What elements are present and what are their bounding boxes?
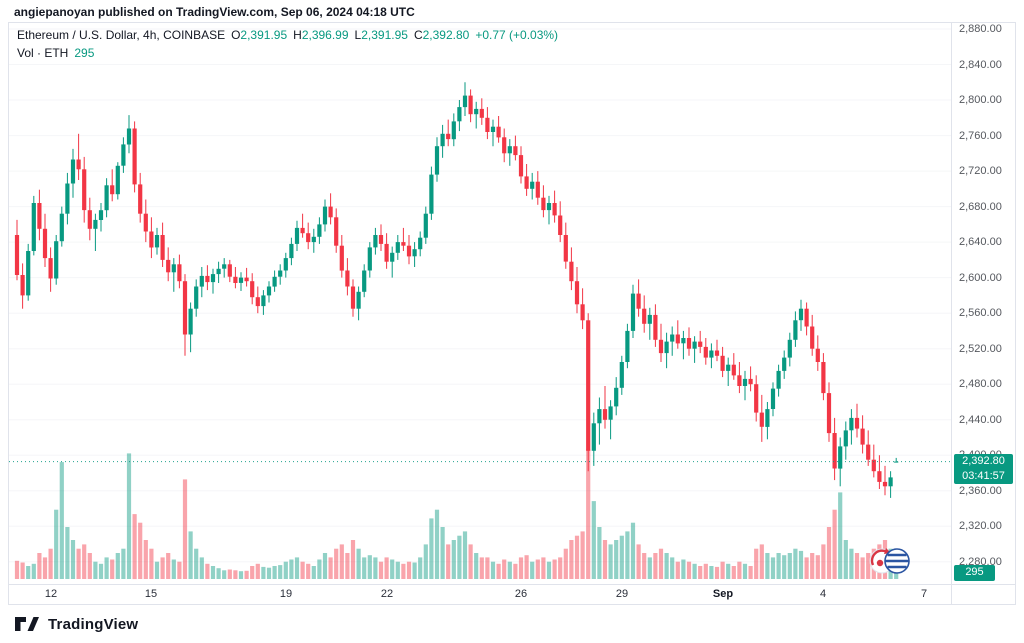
- open-value: O 2,391.95: [231, 28, 288, 42]
- price-axis-label: 2,640.00: [959, 236, 1002, 248]
- footer: TradingView: [0, 605, 1024, 643]
- time-axis-label: 15: [144, 588, 158, 600]
- volume-study-value: 295: [74, 46, 95, 60]
- published-bar: angiepanoyan published on TradingView.co…: [14, 5, 415, 19]
- chart-plot-area[interactable]: Ethereum / U.S. Dollar, 4h, COINBASE O 2,…: [9, 23, 951, 584]
- price-axis-label: 2,440.00: [959, 414, 1002, 426]
- time-axis-label: 29: [615, 588, 629, 600]
- low-value: L 2,391.95: [354, 28, 408, 42]
- price-axis-label: 2,480.00: [959, 378, 1002, 390]
- price-axis-label: 2,840.00: [959, 59, 1002, 71]
- price-axis-label: 2,720.00: [959, 165, 1002, 177]
- volume-value-badge: 295: [954, 565, 995, 581]
- price-axis-label: 2,880.00: [959, 23, 1002, 35]
- tradingview-brand[interactable]: TradingView: [48, 615, 139, 633]
- price-change: +0.77 (+0.03%): [475, 28, 559, 42]
- tradingview-logo-icon[interactable]: [14, 614, 40, 634]
- price-axis-label: 2,680.00: [959, 201, 1002, 213]
- price-axis-label: 2,560.00: [959, 307, 1002, 319]
- time-axis-label: 7: [920, 588, 928, 600]
- time-scale[interactable]: 12 15 19 22 26 29 Sep 4 7: [9, 585, 951, 604]
- high-value: H 2,396.99: [293, 28, 349, 42]
- time-axis-label: 22: [380, 588, 394, 600]
- last-price: 2,392.80: [962, 455, 1005, 467]
- time-axis-label: Sep: [712, 588, 734, 600]
- time-axis-label: 26: [514, 588, 528, 600]
- time-axis-label: 19: [279, 588, 293, 600]
- symbol-title[interactable]: Ethereum / U.S. Dollar, 4h, COINBASE: [17, 28, 226, 42]
- candlestick-chart[interactable]: [9, 23, 951, 584]
- close-value: C 2,392.80: [413, 28, 470, 42]
- last-price-badge: 2,392.80 03:41:57: [954, 454, 1013, 484]
- publisher-logo-icon: [869, 548, 910, 574]
- price-axis-label: 2,800.00: [959, 94, 1002, 106]
- time-axis-label: 12: [44, 588, 58, 600]
- publisher-watermark: [867, 543, 913, 584]
- chart-legend: Ethereum / U.S. Dollar, 4h, COINBASE O 2,…: [17, 28, 558, 64]
- chart-card: Ethereum / U.S. Dollar, 4h, COINBASE O 2,…: [8, 22, 1016, 605]
- bar-countdown: 03:41:57: [962, 470, 1005, 482]
- price-scale[interactable]: 2,392.80 03:41:57 295 2,880.00 2,840.00 2,…: [951, 23, 1015, 584]
- price-axis-label: 2,600.00: [959, 272, 1002, 284]
- volume-study-label[interactable]: Vol · ETH: [17, 46, 69, 60]
- time-axis-label: 4: [819, 588, 827, 600]
- axis-corner: [951, 585, 1015, 604]
- price-axis-label: 2,760.00: [959, 130, 1002, 142]
- price-axis-label: 2,360.00: [959, 485, 1002, 497]
- price-axis-label: 2,520.00: [959, 343, 1002, 355]
- price-axis-label: 2,320.00: [959, 520, 1002, 532]
